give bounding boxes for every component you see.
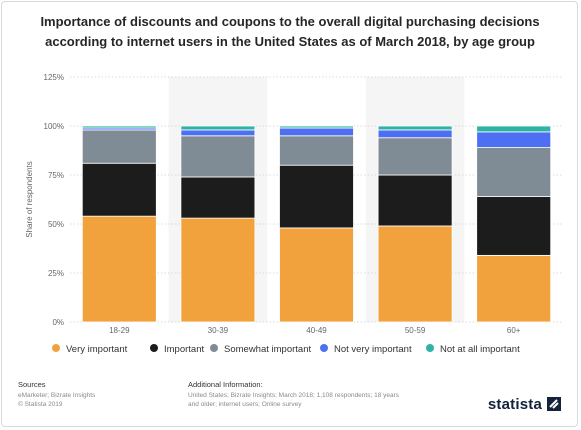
legend-swatch-icon: [320, 344, 328, 353]
legend-item: Not at all important: [426, 344, 520, 355]
y-tick-label: 100%: [44, 122, 64, 131]
bar-segment: [476, 125, 552, 133]
y-tick-label: 50%: [48, 220, 64, 229]
bar-segment: [180, 217, 256, 323]
bar-segment: [377, 225, 453, 323]
bar-segment: [279, 227, 354, 323]
y-axis-label: Share of respondents: [25, 161, 34, 238]
chart-title: Importance of discounts and coupons to t…: [40, 14, 540, 49]
legend-label: Not very important: [334, 344, 412, 355]
legend-label: Somewhat important: [224, 344, 312, 355]
additional-info-block: Additional Information: United States; B…: [188, 380, 408, 409]
legend-item: Important: [150, 344, 204, 355]
x-tick-label: 50-59: [405, 326, 426, 335]
bar-segment: [377, 174, 453, 227]
statista-mark-icon: [547, 397, 561, 412]
legend-swatch-icon: [426, 344, 434, 353]
statista-logo: statista: [488, 396, 561, 413]
x-tick-label: 30-39: [208, 326, 229, 335]
bar-segment: [180, 176, 256, 219]
legend-swatch-icon: [210, 344, 218, 353]
bar-segment: [476, 131, 552, 148]
legend-label: Very important: [66, 344, 128, 355]
bar-segment: [279, 125, 354, 129]
legend-swatch-icon: [52, 344, 60, 353]
x-tick-label: 18-29: [109, 326, 130, 335]
bar-segment: [279, 164, 354, 229]
bar-segment: [180, 129, 256, 137]
sources-heading: Sources: [18, 380, 46, 389]
y-tick-label: 125%: [44, 73, 64, 82]
x-tick-label: 60+: [507, 326, 521, 335]
bar-segment: [279, 135, 354, 166]
legend-swatch-icon: [150, 344, 158, 353]
y-tick-label: 0%: [52, 318, 64, 327]
y-tick-label: 25%: [48, 269, 64, 278]
legend-label: Not at all important: [440, 344, 520, 355]
legend-item: Very important: [52, 344, 127, 355]
additional-info-heading: Additional Information:: [188, 380, 263, 389]
bar-segment: [279, 127, 354, 137]
additional-info-text: United States; Bizrate Insights; March 2…: [188, 392, 400, 408]
sources-block: Sources eMarketer; Bizrate Insights © St…: [18, 380, 95, 409]
bar-segment: [377, 129, 453, 139]
chart-legend: Very important Important Somewhat importan…: [52, 344, 552, 362]
stacked-bar-chart: 0% 25% 50% 75% 100% 125% Share of respondents 1…: [25, 73, 563, 335]
bar-segment: [180, 135, 256, 178]
bar-segment: [81, 215, 157, 323]
bar-segment: [81, 129, 157, 164]
sources-line: eMarketer; Bizrate Insights: [18, 392, 96, 399]
legend-label: Important: [164, 344, 205, 355]
bar-segment: [81, 125, 157, 129]
x-tick-label: 40-49: [306, 326, 327, 335]
copyright-line: © Statista 2019: [18, 401, 63, 408]
bar-segment: [81, 162, 157, 217]
legend-item: Somewhat important: [210, 344, 311, 355]
y-tick-label: 75%: [48, 171, 64, 180]
brand-name: statista: [487, 396, 542, 413]
bar-segment: [476, 147, 552, 197]
bar-segment: [476, 254, 552, 323]
bar-segment: [377, 125, 453, 131]
legend-item: Not very important: [320, 344, 412, 355]
bar-segment: [377, 137, 453, 176]
bar-segment: [180, 125, 256, 131]
bar-segment: [476, 196, 552, 256]
